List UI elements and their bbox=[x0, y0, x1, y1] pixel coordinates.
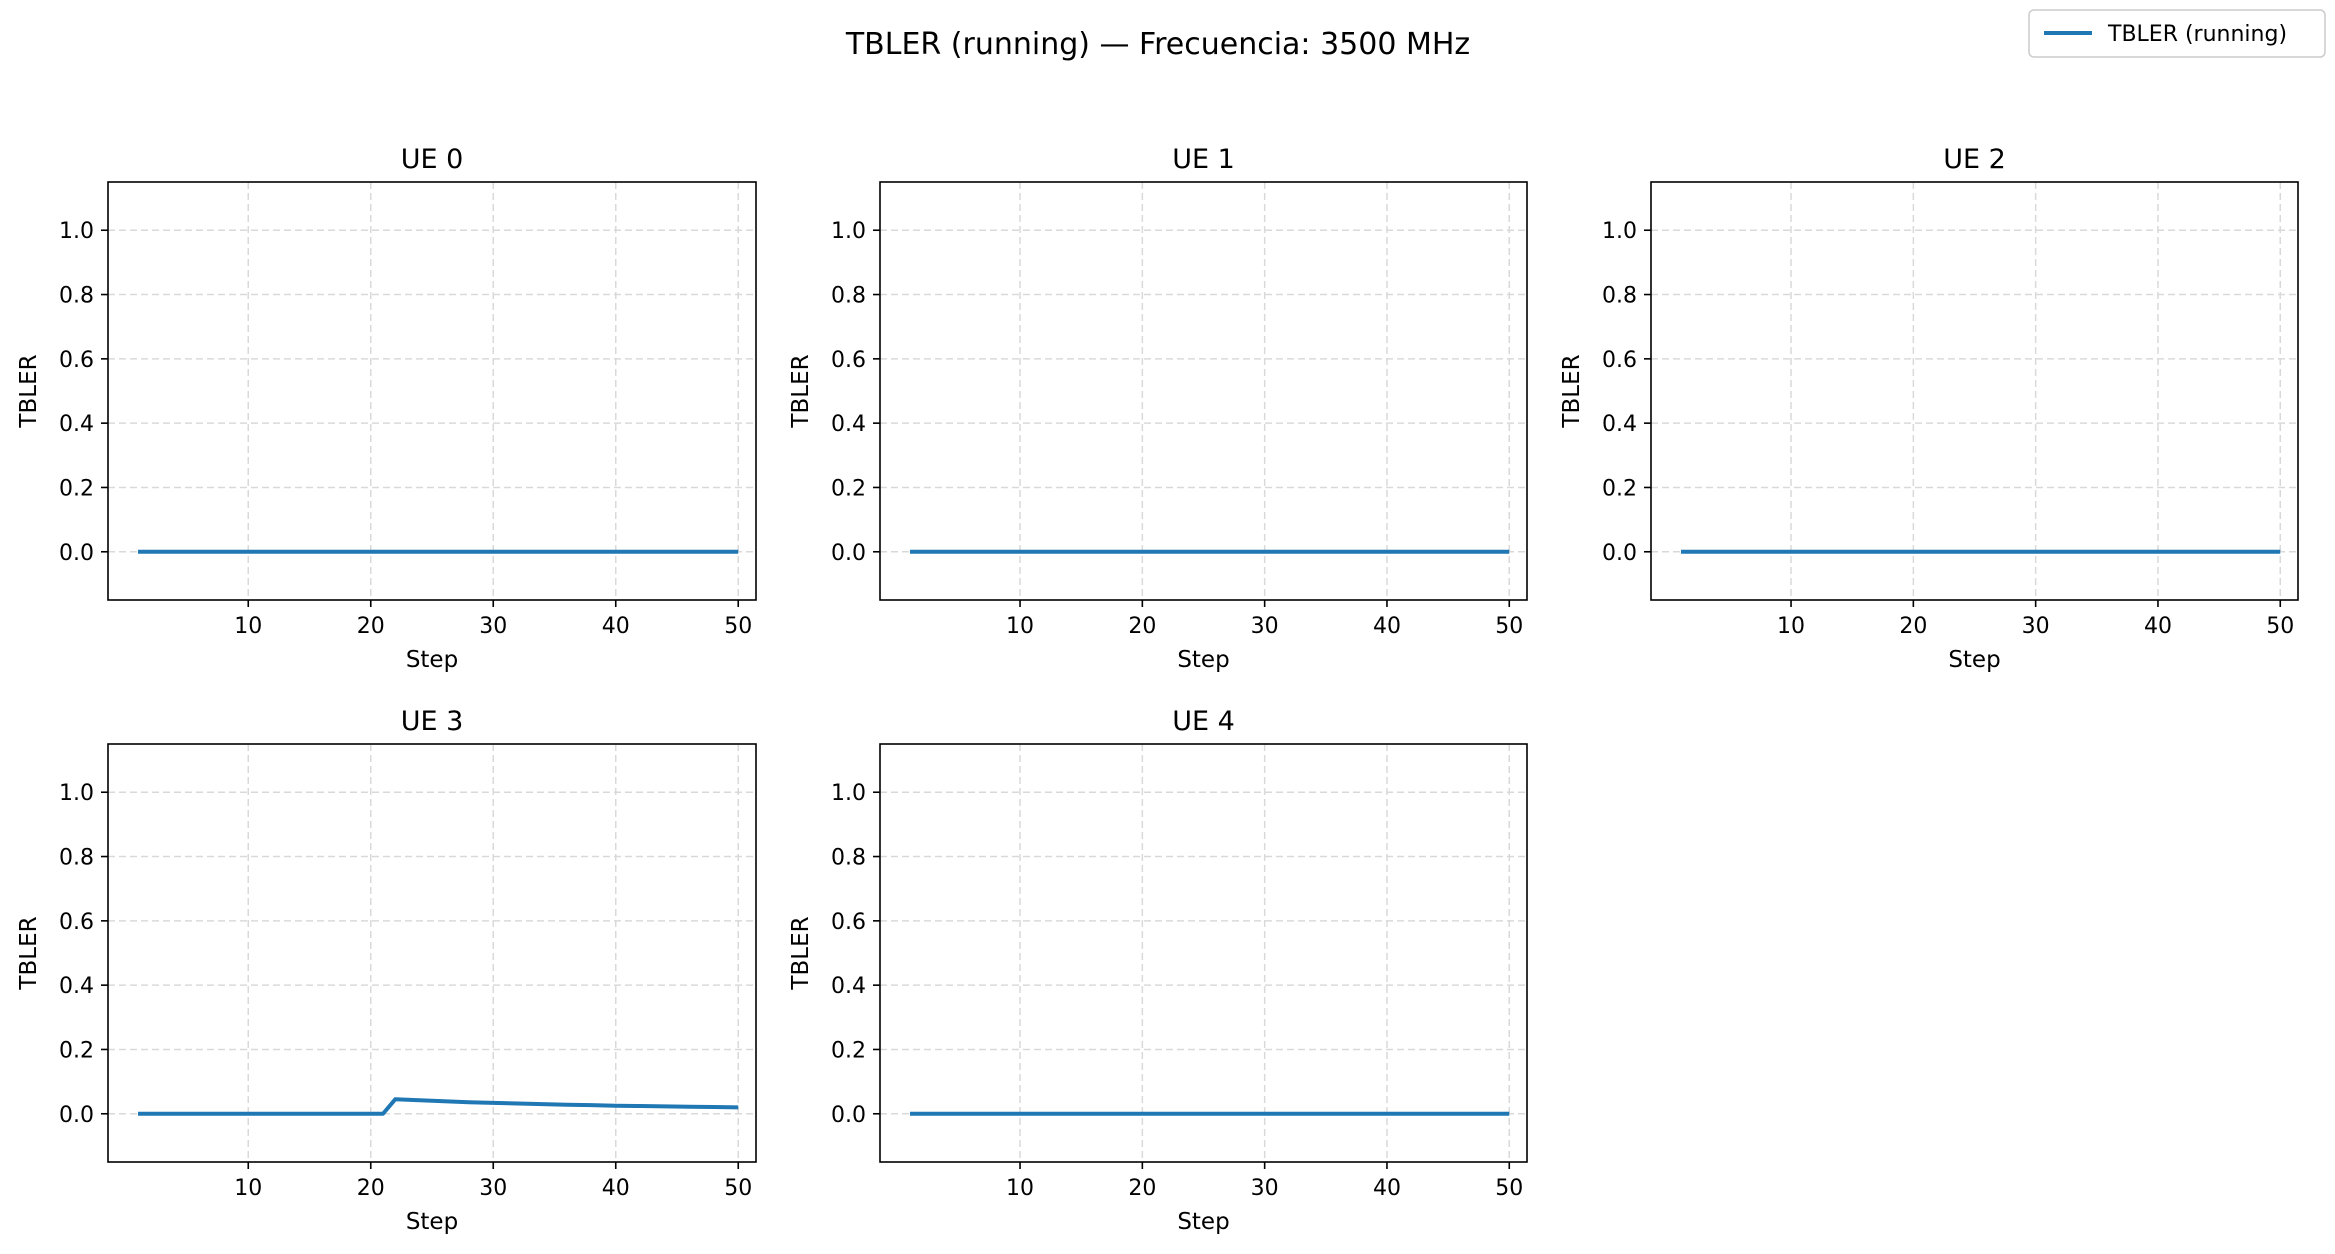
y-tick-label: 0.0 bbox=[831, 1103, 866, 1128]
y-tick-label: 0.0 bbox=[831, 541, 866, 566]
y-tick-label: 1.0 bbox=[59, 219, 94, 244]
axes-frame bbox=[1650, 181, 2299, 601]
x-tick-label: 20 bbox=[1128, 1176, 1156, 1201]
subplot-title: UE 0 bbox=[401, 144, 464, 175]
y-tick-label: 0.4 bbox=[831, 974, 866, 999]
axes-frame bbox=[107, 181, 757, 601]
x-tick-label: 10 bbox=[234, 614, 262, 639]
y-tick-label: 0.8 bbox=[831, 284, 866, 309]
x-tick-label: 40 bbox=[602, 1176, 630, 1201]
y-tick-label: 0.4 bbox=[831, 412, 866, 437]
subplot-ue-0: 10 20 30 40 50 0.0 0.2 0.4 0.6 0.8 1.0 UE 0 Step TBLE… bbox=[16, 144, 757, 673]
x-axis-label: Step bbox=[406, 647, 458, 673]
x-axis-label: Step bbox=[1177, 1209, 1229, 1235]
y-tick-label: 0.0 bbox=[59, 541, 94, 566]
subplot-ue-3: 10 20 30 40 50 0.0 0.2 0.4 0.6 0.8 1.0 UE 3 Step TBLE… bbox=[16, 706, 757, 1235]
y-tick-label: 0.4 bbox=[1602, 412, 1637, 437]
subplot-title: UE 4 bbox=[1172, 706, 1235, 737]
subplot-grid: 10 20 30 40 50 0.0 0.2 0.4 0.6 0.8 1.0 UE 0 Step TBLE… bbox=[16, 144, 2299, 1235]
y-tick-label: 0.4 bbox=[59, 412, 94, 437]
axes-frame bbox=[879, 181, 1528, 601]
subplot-title: UE 3 bbox=[401, 706, 464, 737]
x-tick-label: 30 bbox=[479, 614, 507, 639]
x-tick-label: 30 bbox=[479, 1176, 507, 1201]
figure-title: TBLER (running) — Frecuencia: 3500 MHz bbox=[845, 27, 1470, 62]
x-tick-label: 50 bbox=[724, 1176, 752, 1201]
x-tick-label: 50 bbox=[1495, 614, 1523, 639]
legend: TBLER (running) bbox=[2028, 9, 2326, 58]
subplot-title: UE 2 bbox=[1943, 144, 2006, 175]
y-tick-label: 0.6 bbox=[59, 348, 94, 373]
x-tick-label: 10 bbox=[1777, 614, 1805, 639]
x-tick-label: 10 bbox=[1006, 614, 1034, 639]
y-tick-label: 1.0 bbox=[831, 781, 866, 806]
y-tick-label: 0.2 bbox=[831, 1038, 866, 1063]
y-tick-label: 1.0 bbox=[59, 781, 94, 806]
y-tick-label: 0.2 bbox=[59, 476, 94, 501]
legend-label: TBLER (running) bbox=[2107, 22, 2287, 47]
subplot-ue-2: 10 20 30 40 50 0.0 0.2 0.4 0.6 0.8 1.0 UE 2 Step TBLE… bbox=[1559, 144, 2299, 673]
legend-frame bbox=[2028, 9, 2326, 58]
x-tick-label: 10 bbox=[234, 1176, 262, 1201]
y-axis-label: TBLER bbox=[16, 916, 42, 990]
subplot-title: UE 1 bbox=[1172, 144, 1235, 175]
subplot-ue-1: 10 20 30 40 50 0.0 0.2 0.4 0.6 0.8 1.0 UE 1 Step TBLE… bbox=[788, 144, 1528, 673]
y-axis-label: TBLER bbox=[1559, 354, 1585, 428]
x-tick-label: 30 bbox=[2022, 614, 2050, 639]
y-tick-label: 1.0 bbox=[1602, 219, 1637, 244]
x-axis-label: Step bbox=[1948, 647, 2000, 673]
subplot-ue-4: 10 20 30 40 50 0.0 0.2 0.4 0.6 0.8 1.0 UE 4 Step TBLE… bbox=[788, 706, 1528, 1235]
x-tick-label: 20 bbox=[357, 1176, 385, 1201]
y-tick-label: 0.2 bbox=[59, 1038, 94, 1063]
y-tick-label: 0.4 bbox=[59, 974, 94, 999]
x-tick-label: 50 bbox=[724, 614, 752, 639]
y-tick-label: 0.8 bbox=[1602, 284, 1637, 309]
y-tick-label: 0.0 bbox=[59, 1103, 94, 1128]
y-tick-label: 0.6 bbox=[831, 910, 866, 935]
axes-frame bbox=[107, 743, 757, 1163]
y-tick-label: 1.0 bbox=[831, 219, 866, 244]
x-tick-label: 50 bbox=[1495, 1176, 1523, 1201]
x-tick-label: 20 bbox=[357, 614, 385, 639]
x-axis-label: Step bbox=[406, 1209, 458, 1235]
series-line bbox=[138, 1097, 739, 1116]
y-tick-label: 0.8 bbox=[59, 846, 94, 871]
x-tick-label: 20 bbox=[1899, 614, 1927, 639]
x-tick-label: 10 bbox=[1006, 1176, 1034, 1201]
y-tick-label: 0.6 bbox=[59, 910, 94, 935]
y-tick-label: 0.6 bbox=[1602, 348, 1637, 373]
y-tick-label: 0.8 bbox=[59, 284, 94, 309]
x-tick-label: 40 bbox=[1373, 614, 1401, 639]
x-tick-label: 40 bbox=[1373, 1176, 1401, 1201]
x-tick-label: 30 bbox=[1251, 614, 1279, 639]
x-tick-label: 40 bbox=[602, 614, 630, 639]
x-tick-label: 40 bbox=[2144, 614, 2172, 639]
y-tick-label: 0.0 bbox=[1602, 541, 1637, 566]
x-tick-label: 50 bbox=[2266, 614, 2294, 639]
axes-frame bbox=[879, 743, 1528, 1163]
y-tick-label: 0.8 bbox=[831, 846, 866, 871]
y-tick-label: 0.2 bbox=[1602, 476, 1637, 501]
y-axis-label: TBLER bbox=[16, 354, 42, 428]
y-axis-label: TBLER bbox=[788, 916, 814, 990]
x-tick-label: 30 bbox=[1251, 1176, 1279, 1201]
x-axis-label: Step bbox=[1177, 647, 1229, 673]
y-tick-label: 0.2 bbox=[831, 476, 866, 501]
y-tick-label: 0.6 bbox=[831, 348, 866, 373]
x-tick-label: 20 bbox=[1128, 614, 1156, 639]
y-axis-label: TBLER bbox=[788, 354, 814, 428]
